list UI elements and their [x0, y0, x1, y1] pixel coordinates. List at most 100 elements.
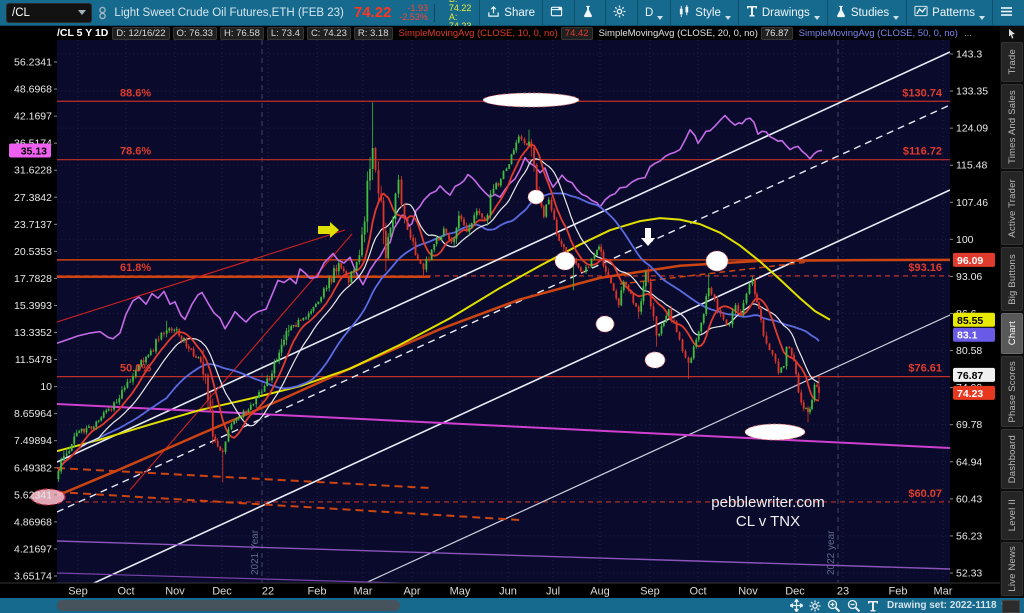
instrument-description: Light Sweet Crude Oil Futures,ETH (FEB 2…: [114, 6, 344, 19]
chevron-down-icon: [893, 16, 900, 20]
symbol-text: /CL: [12, 6, 30, 19]
timeframe-button[interactable]: D: [636, 0, 670, 25]
tab-label: Live News: [1006, 546, 1018, 592]
zoom-in-icon[interactable]: [827, 599, 841, 613]
left-axis-tick: 48.6968: [14, 84, 52, 96]
right-axis-tick: 115.48: [956, 160, 987, 172]
panel-button[interactable]: [541, 0, 574, 25]
zoom-out-icon[interactable]: [847, 599, 861, 613]
style-label: Style: [695, 6, 721, 19]
ohlc-field: D: 12/16/22: [112, 26, 170, 40]
gear-icon[interactable]: [809, 600, 821, 612]
settings-button[interactable]: [604, 0, 637, 25]
highlight-ellipse: [744, 423, 806, 441]
change-percent: -2.53%: [399, 11, 428, 22]
tab-trade[interactable]: Trade: [1001, 41, 1023, 83]
left-axis-tick: 56.2341: [14, 57, 52, 69]
bid-ask-stack: B: 74.22 A: 74.23: [449, 0, 479, 31]
study-label-2[interactable]: SimpleMovingAvg (CLOSE, 50, 0, no): [798, 27, 958, 39]
price-chart-canvas[interactable]: 2021 Year 2022 year pebblewriter.com CL v T…: [0, 40, 1000, 598]
flask-icon: [835, 5, 851, 21]
right-axis-strip: [950, 40, 1000, 583]
tab-big-buttons[interactable]: Big Buttons: [1001, 247, 1023, 311]
right-axis-tick: 69.78: [956, 419, 982, 431]
chevron-down-icon: [979, 16, 985, 20]
text-tool-icon[interactable]: [867, 600, 879, 612]
tab-phase-scores[interactable]: Phase Scores: [1001, 355, 1023, 428]
menu-button[interactable]: [992, 0, 1024, 25]
tab-chart[interactable]: Chart: [1001, 312, 1023, 354]
tab-times-and-sales[interactable]: Times And Sales: [1001, 84, 1023, 170]
horizontal-scrollbar[interactable]: [57, 600, 400, 611]
chart-area[interactable]: 2021 Year 2022 year pebblewriter.com CL v T…: [0, 40, 1000, 598]
right-axis-tick: 52.33: [956, 568, 982, 580]
svg-text:83.1: 83.1: [957, 330, 978, 342]
analyze-button[interactable]: [573, 0, 605, 25]
x-axis-month-label: Feb: [308, 586, 327, 598]
ask-value: A: 74.23: [448, 11, 472, 30]
fib-price-label: $93.16: [908, 262, 942, 274]
x-axis-month-label: 23: [837, 586, 849, 598]
tab-label: Big Buttons: [1006, 253, 1018, 305]
toolbar-buttons: Share D Style Drawings Studies Patterns: [479, 0, 1024, 25]
style-button[interactable]: Style: [670, 0, 738, 25]
trendline: [129, 233, 353, 491]
patterns-button[interactable]: Patterns: [906, 0, 992, 25]
study-label-0[interactable]: SimpleMovingAvg (CLOSE, 10, 0, no): [398, 27, 558, 39]
pattern-icon: [914, 5, 932, 20]
change-stack: -1.93 -2.53%: [399, 3, 428, 22]
right-axis-tick: 124.09: [956, 123, 988, 135]
ohlc-field: O: 76.33: [172, 26, 217, 40]
axis-badge: 74.23: [953, 385, 995, 400]
x-axis-month-label: Mar: [934, 586, 953, 598]
candles: [57, 102, 820, 483]
left-axis-tick: 7.49894: [14, 435, 52, 447]
left-axis-tick: 23.7137: [14, 219, 52, 231]
study-value-1: 76.87: [760, 26, 793, 40]
x-axis-month-label: Sep: [640, 586, 660, 598]
symbol-link-icon[interactable]: [98, 6, 107, 20]
tab-active-trader[interactable]: Active Trader: [1001, 171, 1023, 246]
share-label: Share: [504, 6, 535, 19]
tab-label: Chart: [1006, 321, 1018, 346]
pointer-icon[interactable]: [1007, 27, 1017, 41]
tab-level-ii[interactable]: Level II: [1001, 491, 1023, 540]
right-axis-tick: 64.94: [956, 456, 982, 468]
style-icon: [678, 4, 695, 21]
axis-badge: 35.13: [9, 143, 51, 158]
fib-price-label: $76.61: [908, 363, 942, 375]
chart-symbol-timeframe: /CL 5 Y 1D: [57, 27, 109, 39]
study-labels: SimpleMovingAvg (CLOSE, 10, 0, no) 74.42 S…: [396, 26, 975, 40]
text-icon: [746, 5, 762, 20]
fib-price-label: $60.07: [908, 488, 942, 500]
drawing-set-selector[interactable]: Drawing set: 2022-1118: [887, 600, 1009, 611]
symbol-input[interactable]: /CL: [6, 2, 93, 23]
left-axis-tick: 8.65964: [14, 408, 52, 420]
right-axis-tick: 56.23: [956, 530, 982, 542]
fib-pct-label: 61.8%: [120, 262, 151, 274]
x-axis-month-label: Nov: [738, 586, 758, 598]
x-axis-month-label: 22: [262, 586, 274, 598]
tab-dashboard[interactable]: Dashboard: [1001, 429, 1023, 490]
share-button[interactable]: Share: [479, 0, 542, 25]
trendline: [619, 261, 809, 285]
pan-icon[interactable]: [790, 599, 803, 612]
drawings-button[interactable]: Drawings: [737, 0, 827, 25]
x-axis-month-label: Nov: [165, 586, 185, 598]
trendline: [57, 467, 431, 489]
flask-icon: [582, 5, 598, 21]
left-axis-tick: 11.5478: [15, 354, 52, 366]
tab-live-news[interactable]: Live News: [1001, 541, 1023, 597]
left-axis-tick: 15.3993: [14, 300, 52, 312]
highlight-ellipse: [482, 92, 580, 108]
study-label-1[interactable]: SimpleMovingAvg (CLOSE, 20, 0, no): [598, 27, 758, 39]
chart-header-row: /CL 5 Y 1D D: 12/16/22 O: 76.33 H: 76.58 L:…: [0, 26, 1024, 40]
x-axis-month-label: Sep: [68, 586, 88, 598]
studies-button[interactable]: Studies: [826, 0, 906, 25]
tab-label: Trade: [1006, 49, 1018, 75]
left-axis-tick: 27.3842: [14, 192, 52, 204]
panel-corner-button[interactable]: [1002, 600, 1020, 613]
trendline: [57, 104, 950, 513]
sma-line-9: [57, 143, 820, 472]
ohlc-field: H: 76.58: [219, 26, 264, 40]
